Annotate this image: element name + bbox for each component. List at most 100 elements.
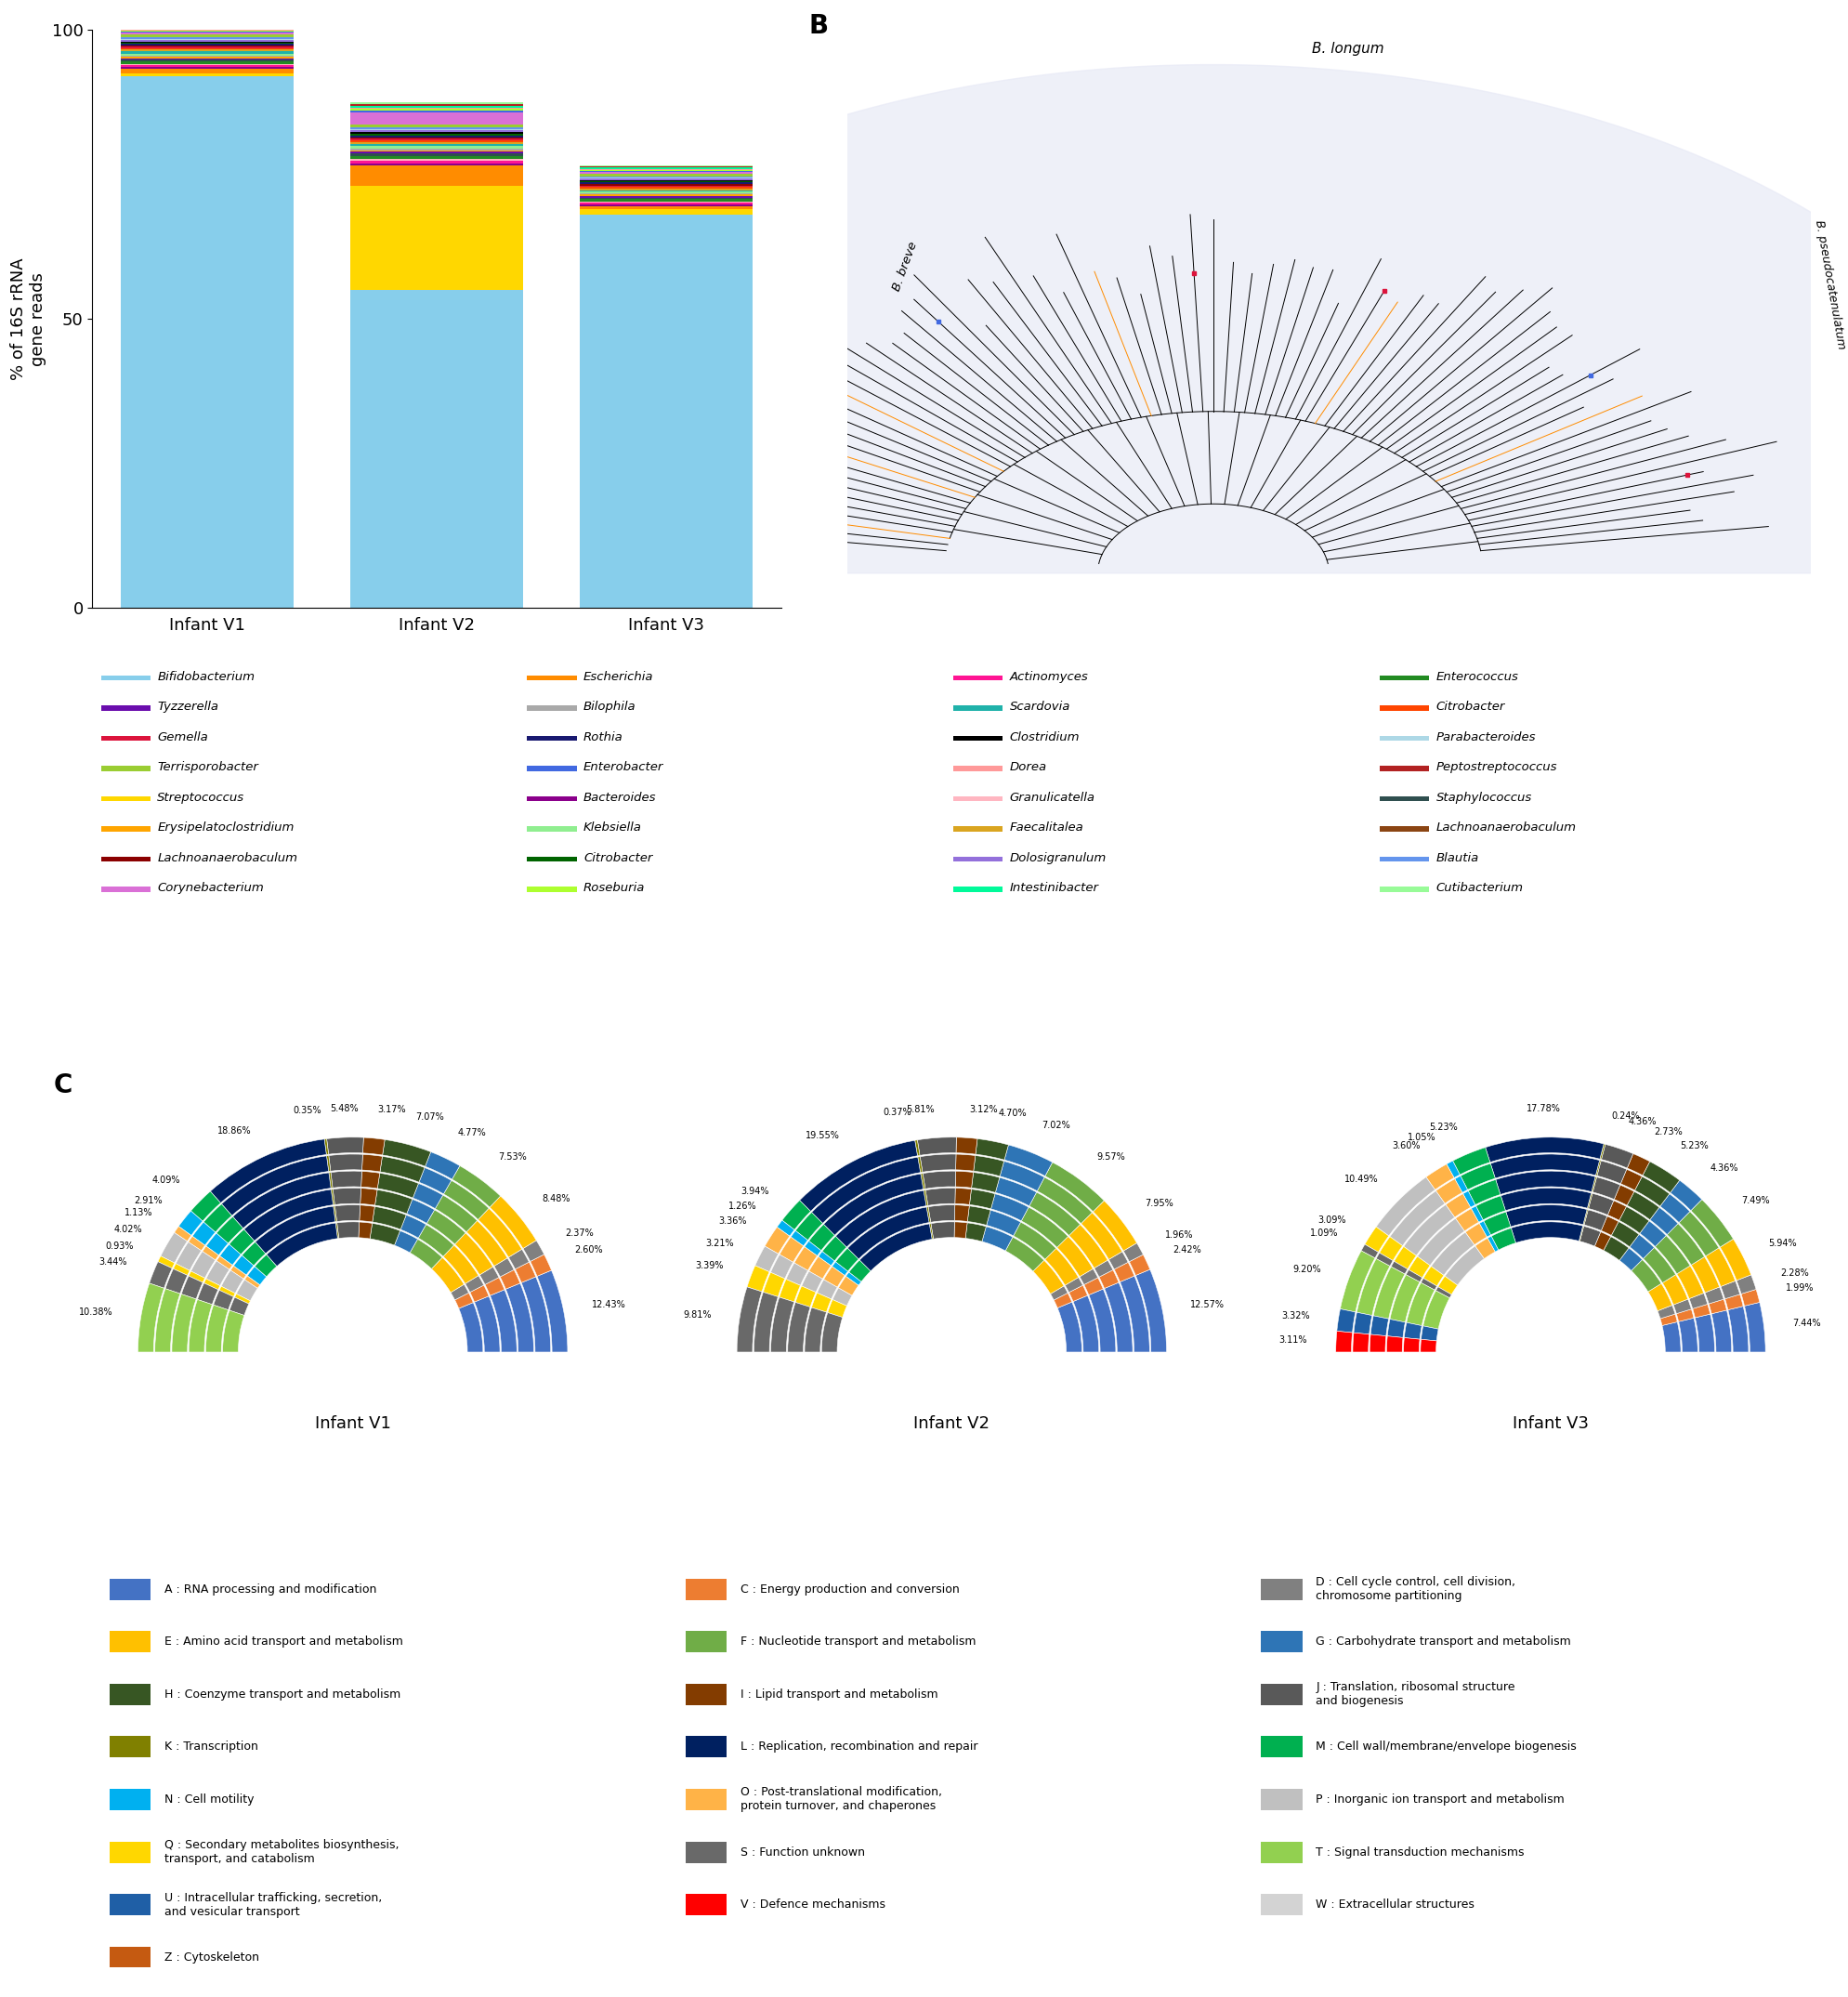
FancyBboxPatch shape: [527, 705, 577, 711]
Text: 8.48%: 8.48%: [541, 1194, 571, 1204]
Text: Granulicatella: Granulicatella: [1009, 791, 1096, 803]
Text: 3.94%: 3.94%: [741, 1186, 769, 1196]
Wedge shape: [244, 1190, 333, 1240]
Wedge shape: [1124, 1242, 1144, 1262]
Wedge shape: [235, 1294, 249, 1304]
Wedge shape: [233, 1172, 331, 1228]
Wedge shape: [1033, 1260, 1064, 1294]
Wedge shape: [1643, 1162, 1680, 1192]
Wedge shape: [139, 1284, 164, 1352]
Wedge shape: [1741, 1290, 1759, 1306]
Wedge shape: [804, 1308, 826, 1352]
Wedge shape: [336, 1222, 359, 1238]
Wedge shape: [434, 1194, 477, 1232]
Wedge shape: [791, 1230, 808, 1246]
Wedge shape: [1427, 1164, 1454, 1190]
Text: B. pseudocatenulatum: B. pseudocatenulatum: [1813, 220, 1848, 351]
Wedge shape: [782, 1200, 811, 1230]
Wedge shape: [1720, 1280, 1741, 1298]
Wedge shape: [1366, 1226, 1390, 1252]
Text: 4.36%: 4.36%: [1709, 1162, 1739, 1172]
Wedge shape: [1037, 1178, 1092, 1224]
Wedge shape: [1137, 1270, 1166, 1352]
Wedge shape: [1676, 1266, 1704, 1298]
Wedge shape: [955, 1188, 972, 1204]
FancyBboxPatch shape: [527, 887, 577, 893]
Wedge shape: [1711, 1310, 1732, 1352]
Wedge shape: [1480, 1220, 1491, 1236]
Wedge shape: [1477, 1196, 1506, 1220]
Text: Scardovia: Scardovia: [1009, 701, 1070, 713]
Text: 9.81%: 9.81%: [682, 1310, 711, 1320]
Wedge shape: [1693, 1304, 1709, 1318]
Wedge shape: [1643, 1248, 1676, 1282]
Wedge shape: [1680, 1212, 1719, 1256]
FancyBboxPatch shape: [527, 857, 577, 861]
Wedge shape: [242, 1242, 266, 1266]
Wedge shape: [987, 1210, 1020, 1236]
Wedge shape: [1445, 1194, 1471, 1218]
Wedge shape: [848, 1260, 870, 1282]
Wedge shape: [484, 1278, 505, 1296]
FancyBboxPatch shape: [109, 1632, 152, 1652]
Text: V : Defence mechanisms: V : Defence mechanisms: [741, 1899, 885, 1911]
Wedge shape: [1587, 1192, 1593, 1208]
Wedge shape: [516, 1262, 536, 1282]
Text: N : Cell motility: N : Cell motility: [164, 1793, 255, 1805]
Wedge shape: [220, 1286, 235, 1296]
Wedge shape: [1404, 1204, 1454, 1256]
Wedge shape: [1430, 1232, 1475, 1276]
Wedge shape: [1660, 1314, 1678, 1326]
Wedge shape: [1691, 1200, 1733, 1248]
FancyBboxPatch shape: [1380, 765, 1429, 771]
Wedge shape: [1340, 1250, 1375, 1312]
Wedge shape: [1501, 1188, 1591, 1210]
Text: Erysipelatoclostridium: Erysipelatoclostridium: [157, 821, 294, 833]
Wedge shape: [930, 1224, 933, 1240]
Text: 3.17%: 3.17%: [377, 1104, 405, 1114]
FancyBboxPatch shape: [109, 1789, 152, 1809]
Wedge shape: [955, 1170, 974, 1188]
Wedge shape: [1064, 1278, 1083, 1292]
Wedge shape: [176, 1242, 201, 1270]
Wedge shape: [164, 1268, 187, 1294]
Wedge shape: [1447, 1160, 1460, 1178]
Wedge shape: [859, 1224, 931, 1272]
Wedge shape: [1695, 1314, 1715, 1352]
Wedge shape: [1626, 1192, 1660, 1220]
FancyBboxPatch shape: [102, 675, 150, 681]
Wedge shape: [377, 1172, 418, 1198]
Wedge shape: [493, 1258, 514, 1276]
Wedge shape: [1591, 1176, 1597, 1192]
FancyBboxPatch shape: [954, 827, 1003, 831]
Text: 1.96%: 1.96%: [1166, 1230, 1194, 1240]
Text: K : Transcription: K : Transcription: [164, 1741, 259, 1753]
Wedge shape: [811, 1292, 832, 1312]
Wedge shape: [1392, 1262, 1408, 1274]
Wedge shape: [1491, 1154, 1600, 1178]
Wedge shape: [833, 1288, 852, 1306]
Wedge shape: [1709, 1300, 1726, 1314]
Wedge shape: [188, 1236, 205, 1250]
Wedge shape: [231, 1266, 246, 1278]
Wedge shape: [375, 1190, 412, 1214]
Text: 12.57%: 12.57%: [1190, 1300, 1225, 1308]
Wedge shape: [203, 1246, 218, 1260]
Wedge shape: [174, 1264, 190, 1276]
Text: Tyzzerella: Tyzzerella: [157, 701, 218, 713]
FancyBboxPatch shape: [109, 1947, 152, 1967]
FancyBboxPatch shape: [109, 1893, 152, 1915]
Wedge shape: [1471, 1206, 1482, 1222]
Wedge shape: [1377, 1176, 1436, 1236]
Text: 3.44%: 3.44%: [98, 1256, 128, 1266]
Text: 7.95%: 7.95%: [1144, 1198, 1173, 1208]
Wedge shape: [924, 1190, 928, 1206]
Text: U : Intracellular trafficking, secretion,
and vesicular transport: U : Intracellular trafficking, secretion…: [164, 1891, 383, 1917]
Text: B. longum: B. longum: [1312, 42, 1384, 56]
FancyBboxPatch shape: [1380, 735, 1429, 741]
Text: 17.78%: 17.78%: [1526, 1104, 1560, 1112]
Wedge shape: [920, 1174, 926, 1188]
Wedge shape: [1373, 1266, 1404, 1318]
Text: 5.94%: 5.94%: [1769, 1238, 1796, 1248]
Wedge shape: [926, 1188, 955, 1206]
